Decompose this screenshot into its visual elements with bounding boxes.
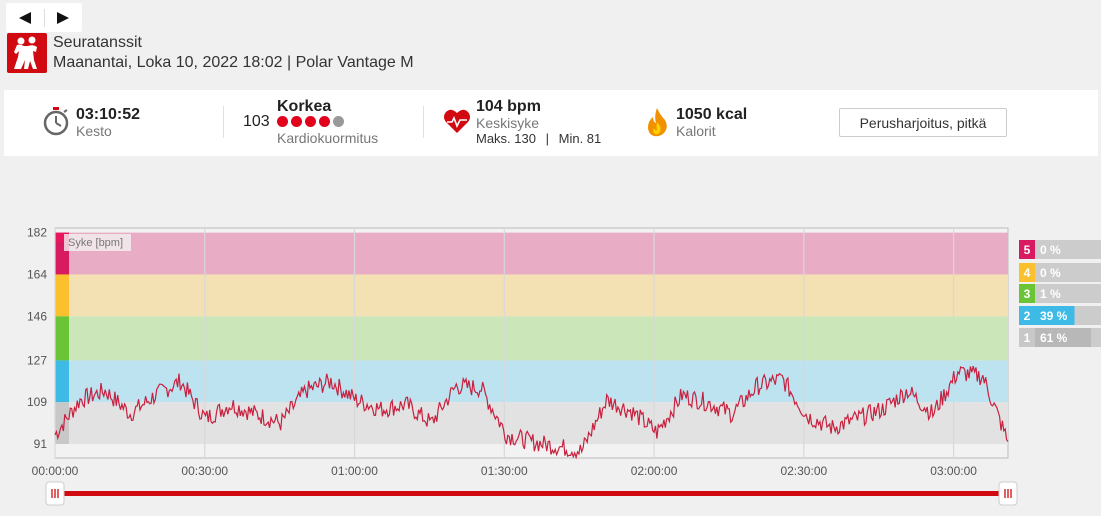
- zone-marker-3: [55, 316, 69, 361]
- range-slider-track: [55, 491, 1008, 496]
- zone-percentage: 1 %: [1035, 284, 1101, 303]
- load-dot-filled: [305, 116, 316, 127]
- cardio-load-dots: [277, 116, 347, 127]
- x-tick-label: 01:00:00: [331, 464, 378, 478]
- duration-label: Kesto: [76, 123, 112, 139]
- x-tick-label: 02:00:00: [631, 464, 678, 478]
- load-dot-filled: [277, 116, 288, 127]
- zone-percentage: 61 %: [1035, 328, 1101, 347]
- cardio-load-level: Korkea: [277, 98, 332, 115]
- x-tick-label: 00:00:00: [32, 464, 79, 478]
- dancers-icon: [7, 33, 47, 73]
- zone-band-2: [69, 360, 1008, 403]
- zone-number: 1: [1019, 328, 1035, 347]
- y-tick-label: 127: [27, 353, 47, 367]
- zone-number: 2: [1019, 306, 1035, 325]
- nav-group: [6, 3, 82, 32]
- triangle-right-icon: [57, 11, 70, 24]
- heart-rate-line: [54, 366, 1009, 460]
- hr-max: Maks. 130: [476, 131, 536, 146]
- x-tick-label: 02:30:00: [780, 464, 827, 478]
- zone-marker-4: [55, 274, 69, 317]
- prev-button[interactable]: [6, 3, 44, 32]
- y-tick-label: 109: [27, 395, 47, 409]
- y-label-bg: [64, 234, 131, 251]
- zone-legend-row: 1 61 %: [1019, 328, 1101, 347]
- zone-percentage: 39 %: [1035, 306, 1101, 325]
- summary-panel: 03:10:52 Kesto 103 Korkea Kardiokuormitu…: [4, 90, 1098, 156]
- load-dot-filled: [319, 116, 330, 127]
- hr-separator: |: [545, 131, 549, 146]
- zone-number: 3: [1019, 284, 1035, 303]
- next-button[interactable]: [44, 3, 82, 32]
- y-axis-label: Syke [bpm]: [68, 237, 123, 249]
- flame-icon: [648, 108, 667, 137]
- calories-label: Kalorit: [676, 123, 716, 139]
- heart-icon: [444, 109, 470, 133]
- zone-number: 5: [1019, 240, 1035, 259]
- divider: [223, 106, 224, 138]
- avg-hr-value: 104 bpm: [476, 98, 541, 115]
- x-tick-label: 00:30:00: [181, 464, 228, 478]
- load-dot-empty: [333, 116, 344, 127]
- calories-value: 1050 kcal: [676, 106, 748, 123]
- duration-value: 03:10:52: [76, 106, 141, 123]
- stopwatch-icon: [43, 107, 69, 136]
- triangle-left-icon: [18, 11, 31, 24]
- training-type-button[interactable]: Perusharjoitus, pitkä: [839, 108, 1007, 137]
- sport-name: Seuratanssit: [53, 34, 142, 51]
- zone-percentage: 0 %: [1035, 263, 1101, 282]
- zone-percentage: 0 %: [1035, 240, 1101, 259]
- zone-marker-top: [55, 232, 69, 243]
- y-tick-label: 164: [27, 267, 47, 281]
- zone-marker-1: [55, 402, 69, 445]
- zone-number: 4: [1019, 263, 1035, 282]
- hr-max-min: Maks. 130 | Min. 81: [476, 131, 601, 146]
- y-tick-label: 182: [27, 226, 47, 240]
- zone-band-1: [69, 402, 1008, 445]
- y-tick-label: 146: [27, 309, 47, 323]
- y-tick-label: 91: [34, 437, 48, 451]
- nav-divider: [43, 8, 45, 27]
- x-tick-label: 03:00:00: [930, 464, 977, 478]
- cardio-load-score: 103: [243, 113, 270, 130]
- divider: [423, 106, 424, 138]
- x-tick-label: 01:30:00: [481, 464, 528, 478]
- zone-band-5: [69, 232, 1008, 275]
- cardio-load-label: Kardiokuormitus: [277, 130, 379, 146]
- zone-marker-2: [55, 360, 69, 403]
- hr-min: Min. 81: [558, 131, 602, 146]
- zone-legend-row: 2 39 %: [1019, 306, 1101, 325]
- avg-hr-label: Keskisyke: [476, 115, 540, 131]
- zone-band-4: [69, 274, 1008, 317]
- zone-band-3: [69, 316, 1008, 361]
- session-date: Maanantai, Loka 10, 2022 18:02 | Polar V…: [53, 54, 414, 71]
- load-dot-filled: [291, 116, 302, 127]
